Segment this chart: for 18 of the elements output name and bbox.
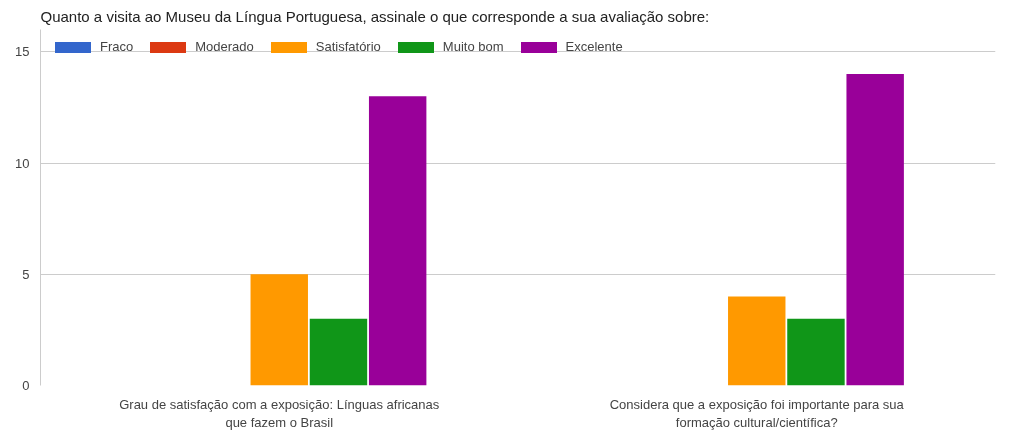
y-tick-label: 10 xyxy=(15,155,30,171)
legend-label: Excelente xyxy=(565,39,623,54)
bar xyxy=(250,274,308,386)
legend-label: Satisfatório xyxy=(315,39,381,54)
bar xyxy=(787,318,845,386)
x-tick-label: Grau de satisfação com a exposição: Línguas africanas que fazem o Brasil xyxy=(119,396,440,430)
bar xyxy=(846,74,904,386)
x-tick-label: Considera que a exposição foi importante para sua formação cultural/científica? xyxy=(609,396,905,430)
bar xyxy=(368,96,427,386)
legend-label: Muito bom xyxy=(442,39,504,54)
bar xyxy=(309,318,368,386)
legend-label: Fraco xyxy=(100,39,134,54)
y-tick-label: 0 xyxy=(22,378,30,393)
y-tick-label: 5 xyxy=(22,266,30,282)
legend-label: Moderado xyxy=(195,39,254,54)
bar xyxy=(728,296,786,386)
y-tick-label: 15 xyxy=(15,44,30,60)
chart-title: Quanto a visita ao Museu da Língua Portuguesa, assinale o que corresponde a sua avaliação sobre: xyxy=(40,7,710,25)
